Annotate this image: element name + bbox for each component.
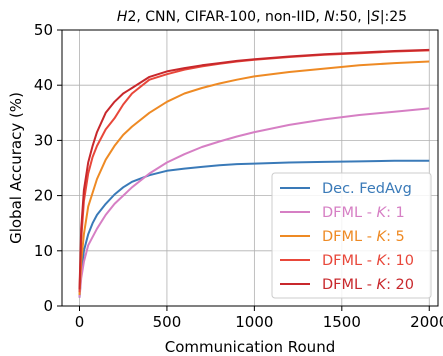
- x-tick-label: 0: [75, 313, 85, 331]
- y-tick-label: 20: [34, 187, 53, 205]
- series-lines: [78, 48, 430, 298]
- x-tick-label: 500: [153, 313, 182, 331]
- legend-label: DFML - K: 1: [322, 205, 405, 221]
- legend-label: DFML - K: 20: [322, 277, 414, 293]
- series-line-4: [78, 48, 430, 290]
- y-tick-label: 10: [34, 242, 53, 260]
- x-tick-label: 1500: [323, 313, 361, 331]
- legend-box: [271, 172, 432, 299]
- y-tick-label: 30: [34, 131, 53, 149]
- chart-title: H2, CNN, CIFAR-100, non-IID, N:50, |S|:2…: [117, 9, 407, 25]
- y-tick-label: 50: [34, 21, 53, 39]
- legend: Dec. FedAvg DFML - K: 1 DFML - K: 5 DFML - …: [271, 172, 432, 299]
- series-line-1: [78, 107, 430, 298]
- legend-label: DFML - K: 5: [322, 229, 405, 245]
- x-tick-label: 1000: [235, 313, 273, 331]
- plot-frame: [61, 29, 439, 307]
- series-line-2: [78, 60, 430, 296]
- x-axis-label: Communication Round: [165, 338, 335, 356]
- y-tick-label: 40: [34, 76, 53, 94]
- series-line-0: [78, 159, 430, 298]
- legend-label: DFML - K: 10: [322, 253, 414, 269]
- y-tick-label: 0: [43, 297, 53, 315]
- y-axis-label: Global Accuracy (%): [7, 92, 25, 244]
- legend-label: Dec. FedAvg: [322, 181, 412, 197]
